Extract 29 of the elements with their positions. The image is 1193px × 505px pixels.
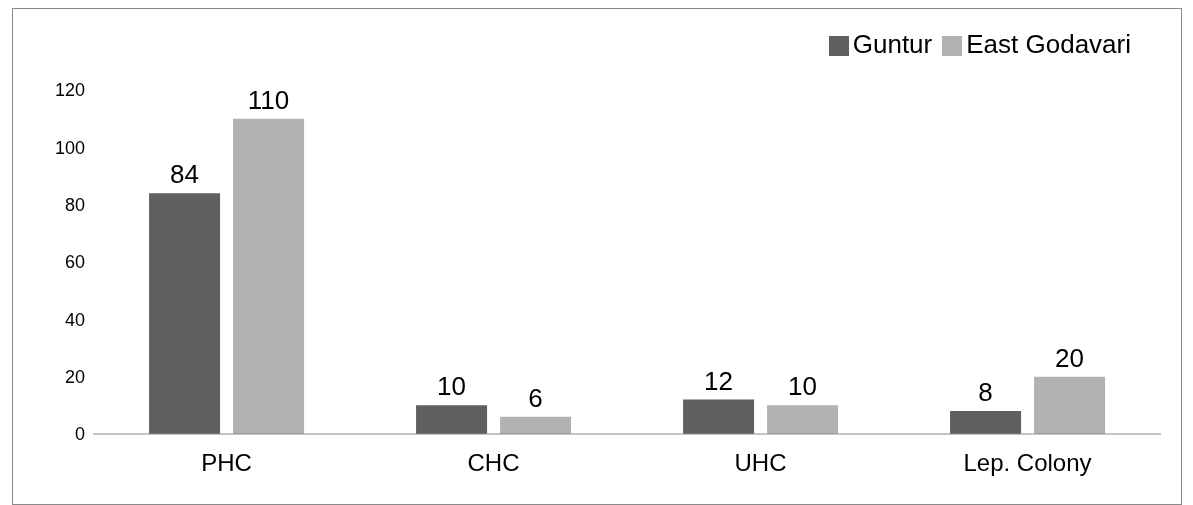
bar	[149, 193, 221, 434]
x-tick-label: CHC	[467, 449, 520, 477]
x-tick-label: PHC	[201, 449, 252, 477]
data-label: 8	[978, 377, 993, 408]
legend-label: East Godavari	[966, 29, 1131, 59]
y-tick-label: 120	[54, 80, 85, 101]
data-label: 110	[247, 84, 290, 115]
y-tick-label: 60	[64, 252, 85, 273]
legend-label: Guntur	[852, 29, 933, 59]
bar	[416, 405, 488, 434]
bar	[1034, 376, 1106, 434]
y-tick-label: 0	[74, 424, 85, 445]
bar	[500, 416, 572, 434]
y-tick-label: 20	[64, 367, 85, 388]
bar	[950, 411, 1022, 434]
bar	[233, 118, 305, 434]
y-tick-label: 100	[54, 137, 85, 158]
bar	[683, 399, 755, 434]
y-tick-label: 80	[64, 195, 85, 216]
x-tick-label: UHC	[734, 449, 787, 477]
data-label: 84	[170, 159, 200, 190]
x-tick-label: Lep. Colony	[963, 449, 1092, 477]
data-label: 6	[528, 382, 543, 413]
data-label: 20	[1055, 342, 1085, 373]
data-label: 10	[788, 371, 818, 402]
bar	[767, 405, 839, 434]
y-tick-label: 40	[64, 309, 85, 330]
data-label: 10	[437, 371, 467, 402]
data-label: 12	[704, 365, 734, 396]
